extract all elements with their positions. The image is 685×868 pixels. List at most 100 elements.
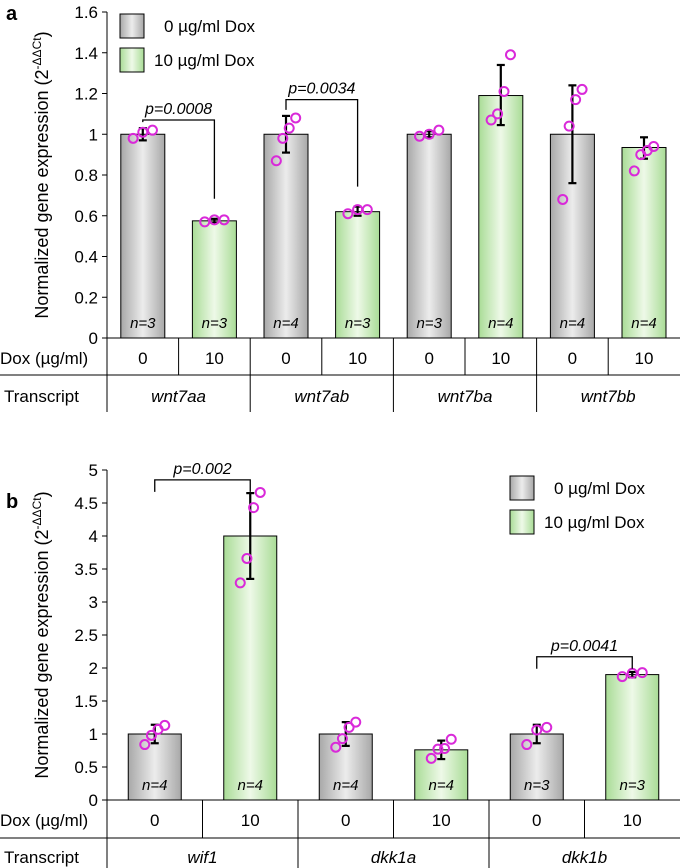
legend-label: 0 µg/ml Dox [164,17,256,36]
data-point [557,193,569,205]
y-tick-label: 3 [89,593,98,612]
significance-bracket [285,98,359,187]
data-point [277,132,289,144]
n-label: n=3 [416,315,442,332]
y-tick-label: 0.8 [74,166,98,185]
significance-bracket [536,656,633,669]
data-point [541,721,553,733]
n-label: n=4 [560,315,585,332]
legend-label: 10 µg/ml Dox [154,51,255,70]
bar-10-dox [478,95,524,339]
legend-swatch-0-dox [119,13,145,39]
p-value-label: p=0.002 [172,461,231,478]
panel-letter: b [6,491,18,513]
y-tick-label: 5 [89,461,98,480]
transcript-label: wnt7ba [438,387,493,406]
dox-value-label: 10 [491,349,510,368]
data-point [145,729,157,741]
n-label: n=3 [130,315,156,332]
legend-label: 10 µg/ml Dox [544,513,645,532]
data-point [498,85,510,97]
transcript-label: dkk1b [562,848,607,867]
y-tick-label: 2 [89,659,98,678]
dox-value-label: 0 [150,811,159,830]
bar-0-dox [120,133,166,339]
y-axis-label: Normalized gene expression (2-ΔΔCt) [30,31,52,318]
data-point [159,719,171,731]
transcript-row-label: Transcript [4,387,79,406]
data-point [343,721,355,733]
data-point [342,208,354,220]
bar-10-dox [621,146,667,339]
significance-bracket [154,479,251,492]
data-point [336,733,348,745]
transcript-label: dkk1a [371,848,416,867]
data-point [492,108,504,120]
bar-0-dox [127,733,182,801]
data-point [139,739,151,751]
bar-10-dox [191,220,237,339]
dox-value-label: 10 [635,349,654,368]
data-point [283,122,295,134]
data-point [350,716,362,728]
panel-letter: a [6,3,18,25]
data-point [137,126,149,138]
data-point [127,132,139,144]
bar-0-dox [263,133,309,339]
n-label: n=4 [238,777,263,794]
y-axis-label-close: ) [32,491,52,497]
y-tick-label: 0.4 [74,248,98,267]
n-label: n=4 [273,315,298,332]
dox-value-label: 10 [432,811,451,830]
y-tick-label: 1 [89,125,98,144]
data-point [146,124,158,136]
legend-swatch-0-dox [509,475,535,501]
data-point [570,94,582,106]
legend-swatch-10-dox [119,47,145,73]
y-tick-label: 1 [89,725,98,744]
data-point [485,114,497,126]
data-point [270,155,282,167]
bar-0-dox [509,733,564,801]
y-tick-label: 3.5 [74,560,98,579]
data-point [254,486,266,498]
y-axis-label-main: Normalized gene expression (2 [32,529,52,778]
y-axis-label-sup: -ΔΔCt [30,497,44,530]
data-point [199,216,211,228]
dox-value-label: 0 [341,811,350,830]
legend-label: 0 µg/ml Dox [554,479,646,498]
data-point [616,671,628,683]
transcript-row-label: Transcript [4,848,79,867]
n-label: n=3 [202,315,228,332]
n-label: n=4 [488,315,513,332]
dox-row-label: Dox (µg/ml) [0,811,88,830]
data-point [576,83,588,95]
data-point [433,124,445,136]
p-value-label: p=0.0041 [550,638,618,655]
data-point [439,743,451,755]
n-label: n=3 [620,777,646,794]
dox-value-label: 10 [205,349,224,368]
y-axis-label-close: ) [32,31,52,37]
y-tick-label: 0.6 [74,207,98,226]
dox-value-label: 10 [623,811,642,830]
data-point [563,120,575,132]
y-tick-label: 1.2 [74,85,98,104]
n-label: n=4 [142,777,167,794]
y-tick-label: 4 [89,527,98,546]
data-point [628,165,640,177]
n-label: n=3 [345,315,371,332]
transcript-label: wif1 [187,848,217,867]
panel-a-chart: a 0 0.2 0.4 0.6 0.8 1 1.2 1.4 1.6 Normalized gene … [0,3,680,412]
y-tick-label: 2.5 [74,626,98,645]
y-tick-label: 0.2 [74,288,98,307]
data-point [218,214,230,226]
data-point [636,667,648,679]
dox-value-label: 0 [138,349,147,368]
transcript-label: wnt7aa [151,387,206,406]
data-point [290,112,302,124]
dox-value-label: 10 [241,811,260,830]
dox-row-label: Dox (µg/ml) [0,349,88,368]
y-tick-label: 0 [89,791,98,810]
